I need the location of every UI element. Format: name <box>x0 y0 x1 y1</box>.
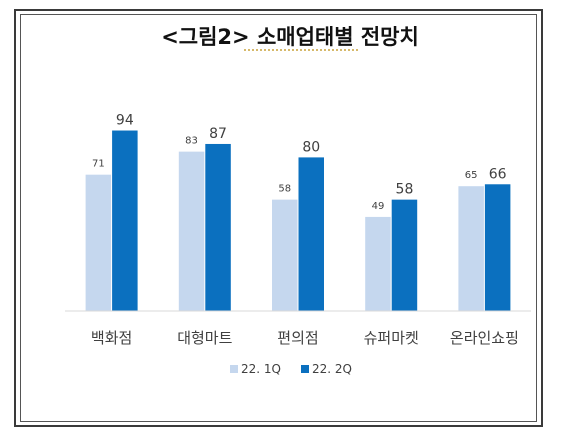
legend-label-0: 22. 1Q <box>241 362 281 376</box>
bar-1q-4 <box>458 186 484 311</box>
data-label-1q-4: 65 <box>465 170 478 181</box>
category-label-0: 백화점 <box>91 329 132 347</box>
data-label-1q-1: 83 <box>185 136 198 147</box>
bars-group: 71 94 83 87 58 80 49 58 65 66 <box>85 113 511 311</box>
category-label-1: 대형마트 <box>177 329 232 347</box>
bar-2q-0 <box>112 130 138 311</box>
category-label-3: 슈퍼마켓 <box>364 329 419 347</box>
data-label-2q-0: 94 <box>116 113 134 129</box>
category-label-4: 온라인쇼핑 <box>450 329 519 347</box>
bar-1q-1 <box>178 151 205 311</box>
data-label-1q-2: 58 <box>278 184 291 195</box>
data-label-2q-2: 80 <box>302 139 320 155</box>
legend-label-1: 22. 2Q <box>312 362 352 376</box>
bar-1q-2 <box>272 199 298 311</box>
data-label-2q-3: 58 <box>396 182 414 198</box>
data-label-1q-3: 49 <box>372 201 385 212</box>
bar-2q-3 <box>391 199 418 311</box>
bar-2q-1 <box>205 143 231 311</box>
chart-frame <box>20 14 537 422</box>
legend-swatch-1 <box>301 365 309 373</box>
data-label-1q-0: 71 <box>92 159 105 170</box>
legend-swatch-0 <box>230 365 238 373</box>
bar-1q-3 <box>365 216 391 311</box>
data-label-2q-1: 87 <box>209 126 227 142</box>
bar-2q-4 <box>484 184 511 311</box>
category-label-2: 편의점 <box>277 329 318 347</box>
bar-1q-0 <box>85 174 112 311</box>
legend: 22. 1Q 22. 2Q <box>230 362 352 376</box>
chart-title: <그림2> 소매업태별 전망치 <box>161 25 419 49</box>
bar-2q-2 <box>298 157 324 311</box>
category-labels: 백화점 대형마트 편의점 슈퍼마켓 온라인쇼핑 <box>91 329 519 347</box>
data-label-2q-4: 66 <box>489 166 507 182</box>
